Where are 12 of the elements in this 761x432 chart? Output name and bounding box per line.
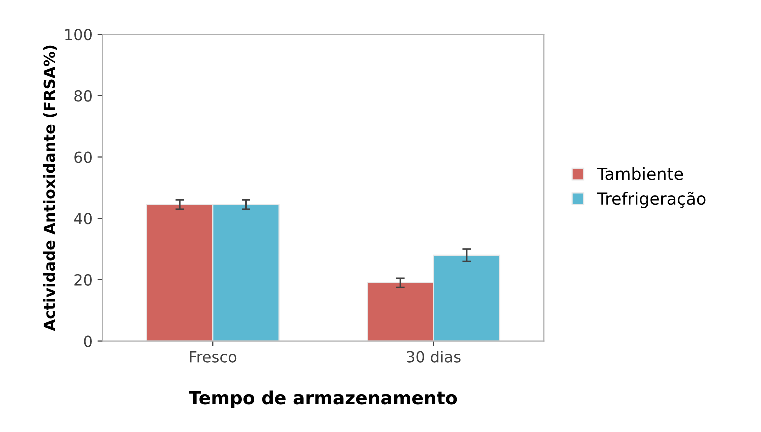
y-tick-label: 80: [74, 90, 92, 102]
x-tick-label: Fresco: [190, 351, 237, 363]
y-tick-label: 0: [84, 336, 92, 348]
legend-label: Tambiente: [597, 167, 684, 180]
x-axis-title: Tempo de armazenamento: [189, 390, 458, 408]
y-tick-label: 100: [66, 29, 92, 41]
y-axis-title: Actividade Antioxidante (FRSA%): [44, 46, 58, 332]
legend-label: Trefrigeração: [597, 192, 706, 208]
y-tick-label: 20: [74, 274, 92, 286]
y-tick-label: 60: [74, 152, 92, 164]
y-tick-label: 40: [74, 213, 92, 225]
x-tick-label: 30 dias: [407, 351, 461, 363]
